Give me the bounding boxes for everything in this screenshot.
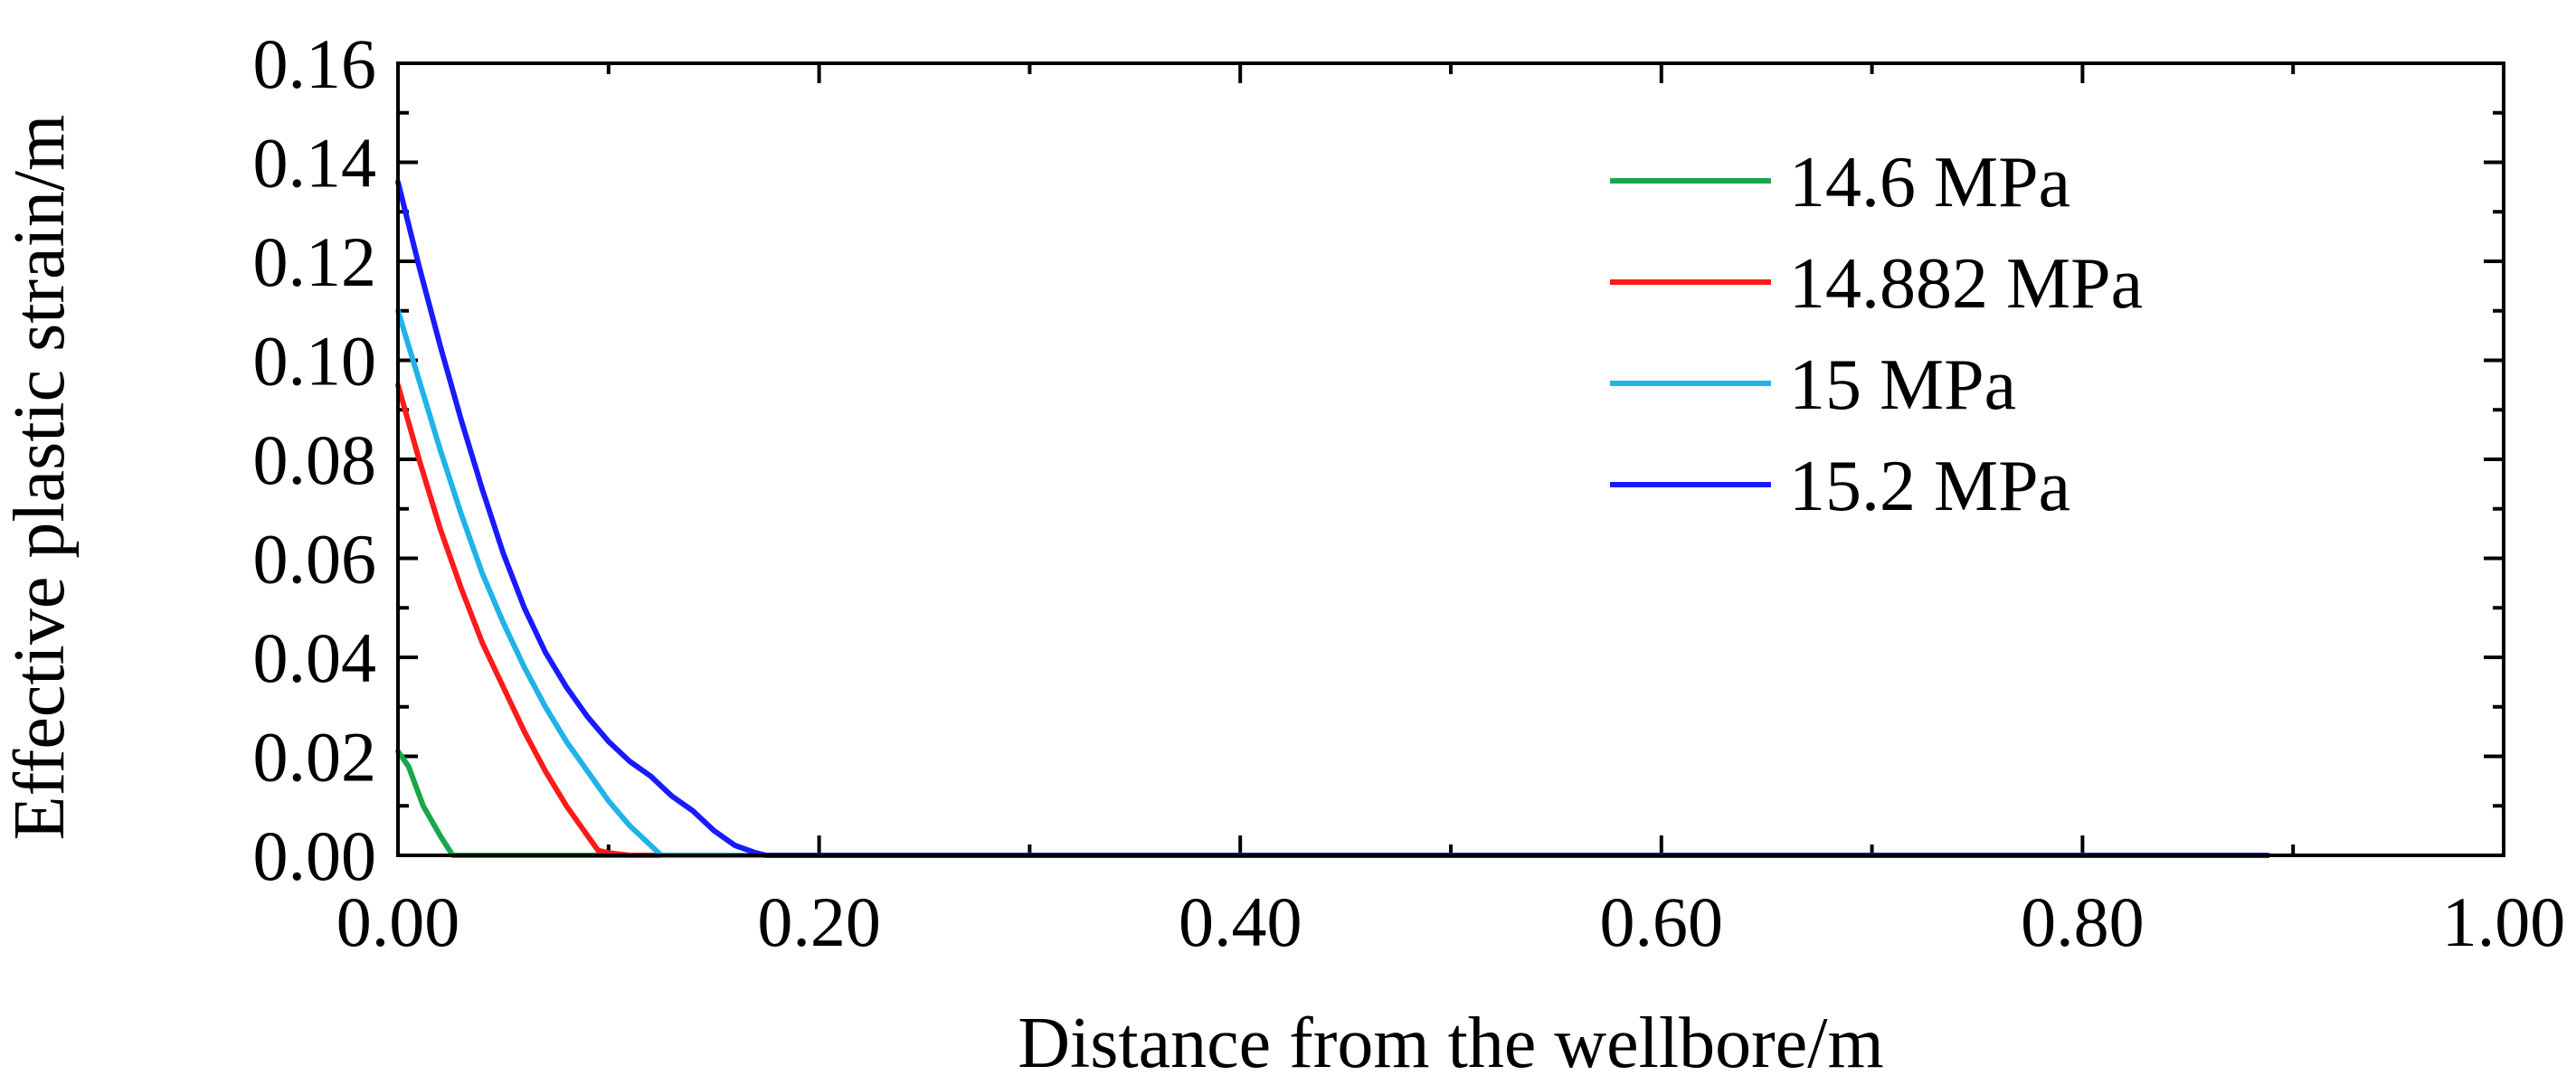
y-tick-label: 0.16: [253, 24, 377, 103]
y-tick-label: 0.04: [253, 618, 377, 697]
y-tick-label: 0.08: [253, 420, 377, 499]
x-tick-label: 1.00: [2442, 882, 2566, 961]
y-tick-label: 0.06: [253, 520, 377, 599]
y-tick-label: 0.14: [253, 124, 377, 203]
x-tick-label: 0.80: [2021, 882, 2145, 961]
x-tick-label: 0.20: [757, 882, 881, 961]
series-line-4: [395, 179, 2271, 858]
x-tick-label: 0.40: [1179, 882, 1302, 961]
y-tick-label: 0.10: [253, 322, 377, 401]
tick-labels-layer: 0.00 0.20 0.40 0.60 0.80 1.00 0.00 0.02 0.04 0.06…: [253, 24, 2566, 961]
plot-area-frame: [396, 61, 2505, 857]
y-tick-label: 0.00: [253, 816, 377, 895]
x-axis-title: Distance from the wellbore/m: [1018, 1004, 1883, 1083]
legend-label-3: 15 MPa: [1789, 345, 2016, 425]
legend-label-4: 15.2 MPa: [1789, 447, 2070, 526]
legend-label-2: 14.882 MPa: [1789, 244, 2143, 324]
legend-label-1: 14.6 MPa: [1789, 143, 2070, 222]
x-tick-label: 0.00: [336, 882, 460, 961]
y-axis-title: Effective plastic strain/m: [0, 115, 80, 841]
y-tick-label: 0.02: [253, 718, 377, 797]
y-tick-label: 0.12: [253, 222, 377, 301]
ticks-layer: [396, 61, 2505, 857]
legend: 14.6 MPa 14.882 MPa 15 MPa 15.2 MPa: [1610, 143, 2143, 526]
x-tick-label: 0.60: [1600, 882, 1724, 961]
